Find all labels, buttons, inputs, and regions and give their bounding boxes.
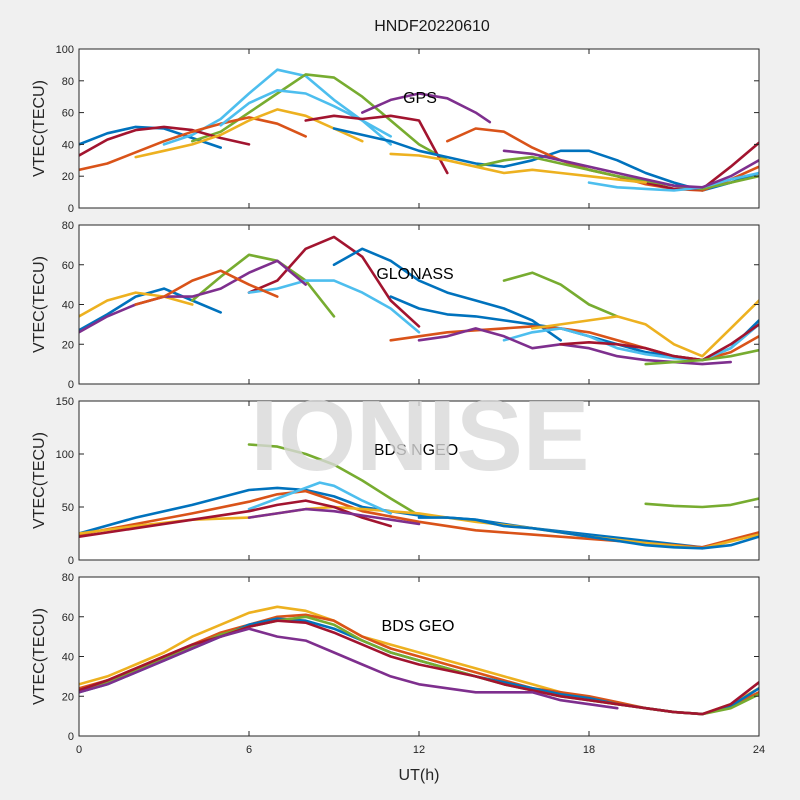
series-group bbox=[79, 235, 759, 366]
series-line-7 bbox=[134, 108, 364, 159]
series-line-16 bbox=[389, 152, 647, 184]
y-tick-label: 20 bbox=[62, 339, 74, 351]
series-line-6 bbox=[79, 116, 307, 172]
series-group bbox=[79, 605, 759, 716]
y-tick-label: 80 bbox=[62, 220, 74, 232]
series-line-8 bbox=[219, 89, 392, 138]
series-line-5 bbox=[332, 247, 562, 342]
series-line-3 bbox=[191, 73, 449, 162]
subplot-4: 0 6 12 18 24 0 20 40 60 80 VTEC(TECU) BDS GEO bbox=[31, 572, 765, 756]
y-tick-label: 80 bbox=[62, 76, 74, 88]
y-tick-label: 50 bbox=[62, 502, 74, 514]
subplot-2: 0 20 40 60 80 VTEC(TECU) GLONASS bbox=[31, 220, 760, 391]
series-line-15 bbox=[502, 149, 759, 189]
panel-annotation: BDS NGEO bbox=[374, 442, 458, 459]
x-tick-label: 0 bbox=[76, 744, 82, 756]
subplot-3: 0 50 100 150 VTEC(TECU) BDS NGEO bbox=[31, 396, 760, 567]
x-axis-label: UT(h) bbox=[399, 767, 440, 784]
figure-title: HNDF20220610 bbox=[374, 18, 490, 35]
y-axis-label: VTEC(TECU) bbox=[31, 608, 48, 705]
series-line-14 bbox=[587, 171, 759, 192]
subplot-1: 0 20 40 60 80 100 VTEC(TECU) GPS bbox=[31, 44, 760, 215]
x-tick-label: 18 bbox=[583, 744, 595, 756]
y-tick-label: 0 bbox=[68, 203, 74, 215]
y-tick-label: 60 bbox=[62, 612, 74, 624]
series-line-1 bbox=[79, 287, 222, 332]
series-line-15 bbox=[559, 323, 759, 362]
series-line-3 bbox=[191, 253, 336, 318]
y-tick-label: 40 bbox=[62, 139, 74, 151]
series-line-5 bbox=[79, 619, 759, 716]
series-line-7 bbox=[79, 259, 307, 334]
y-tick-label: 80 bbox=[62, 572, 74, 584]
y-tick-label: 0 bbox=[68, 731, 74, 743]
y-tick-label: 60 bbox=[62, 260, 74, 272]
watermark: IONISE bbox=[251, 380, 590, 492]
y-tick-label: 40 bbox=[62, 300, 74, 312]
series-group bbox=[79, 443, 759, 550]
y-tick-label: 20 bbox=[62, 691, 74, 703]
series-line-9 bbox=[502, 271, 619, 318]
x-tick-label: 12 bbox=[413, 744, 425, 756]
y-tick-label: 40 bbox=[62, 652, 74, 664]
series-line-9 bbox=[417, 516, 759, 550]
series-line-9 bbox=[304, 114, 449, 175]
series-line-16 bbox=[644, 348, 759, 366]
series-line-12 bbox=[531, 299, 759, 358]
y-tick-label: 100 bbox=[56, 44, 74, 56]
series-line-2 bbox=[79, 291, 194, 318]
series-line-8 bbox=[134, 269, 279, 306]
y-axis-label: VTEC(TECU) bbox=[31, 432, 48, 529]
series-line-13 bbox=[502, 323, 759, 362]
y-tick-label: 60 bbox=[62, 108, 74, 120]
series-line-5 bbox=[247, 481, 392, 515]
series-line-6 bbox=[79, 627, 619, 710]
panel-annotation: BDS GEO bbox=[382, 618, 455, 635]
plot-area bbox=[79, 401, 759, 560]
series-line-8 bbox=[644, 497, 759, 509]
series-line-7 bbox=[247, 507, 421, 526]
panel-annotation: GPS bbox=[403, 90, 437, 107]
y-tick-label: 0 bbox=[68, 379, 74, 391]
series-line-6 bbox=[247, 279, 421, 334]
series-line-5 bbox=[79, 125, 251, 157]
series-line-4 bbox=[247, 235, 421, 328]
y-axis-label: VTEC(TECU) bbox=[31, 256, 48, 353]
y-axis-label: VTEC(TECU) bbox=[31, 80, 48, 177]
y-tick-label: 150 bbox=[56, 396, 74, 408]
series-line-4 bbox=[79, 505, 759, 550]
y-tick-label: 0 bbox=[68, 555, 74, 567]
y-tick-label: 20 bbox=[62, 171, 74, 183]
series-line-2 bbox=[79, 486, 759, 549]
y-tick-label: 100 bbox=[56, 449, 74, 461]
series-line-13 bbox=[474, 155, 759, 191]
series-group bbox=[79, 68, 759, 192]
panel-annotation: GLONASS bbox=[376, 266, 453, 283]
series-line-4 bbox=[361, 92, 492, 124]
series-line-1 bbox=[247, 443, 421, 517]
x-tick-label: 24 bbox=[753, 744, 765, 756]
x-tick-label: 6 bbox=[246, 744, 252, 756]
